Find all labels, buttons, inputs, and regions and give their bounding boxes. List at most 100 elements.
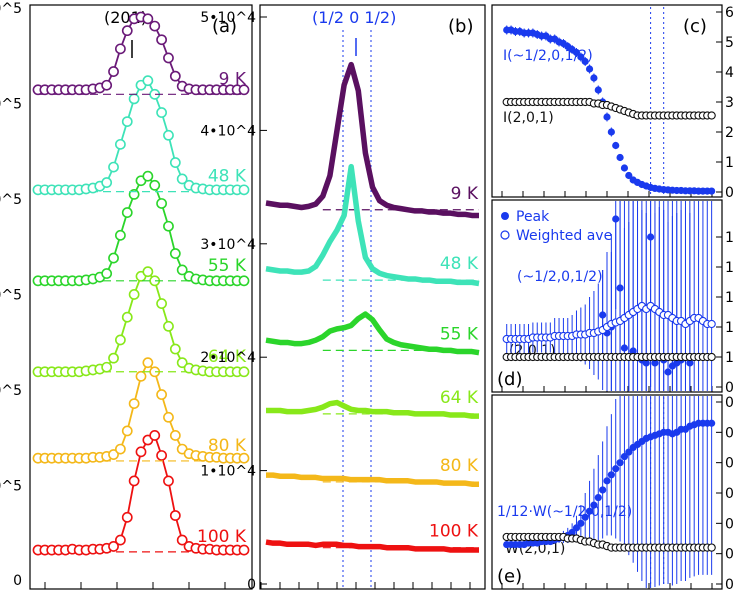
panel-a-series-80k: 80 K bbox=[32, 357, 250, 464]
panel-c-label: (c) bbox=[683, 16, 707, 37]
data-point bbox=[108, 66, 119, 77]
series bbox=[503, 396, 716, 588]
series-label: 80 K bbox=[208, 436, 247, 456]
series-label: 64 K bbox=[208, 347, 247, 367]
data-point bbox=[238, 452, 250, 464]
data-point bbox=[169, 510, 181, 521]
data-point bbox=[163, 320, 174, 332]
ytick-label: 0 bbox=[725, 577, 734, 593]
data-point bbox=[238, 184, 250, 196]
series-label: 100 K bbox=[197, 527, 247, 547]
panel-a-ytick-label: 1×10^5 bbox=[0, 288, 22, 304]
series bbox=[502, 532, 716, 552]
panel-a-series-55k: 55 K bbox=[32, 170, 250, 287]
series-label: 100 K bbox=[429, 522, 479, 542]
data-point bbox=[101, 268, 113, 279]
data-point bbox=[594, 493, 602, 502]
data-point bbox=[101, 361, 113, 373]
ytick-label: 1 bbox=[725, 260, 734, 276]
data-point bbox=[115, 229, 126, 241]
data-point bbox=[603, 113, 611, 121]
data-point bbox=[108, 252, 119, 264]
series-label: 48 K bbox=[208, 167, 247, 187]
data-point bbox=[156, 107, 167, 118]
panel-a-ytick-label: 0 bbox=[13, 573, 22, 589]
data-point bbox=[156, 198, 167, 209]
panel-b-ytick-label: 3•10^4 bbox=[200, 237, 256, 253]
ytick-label: 4 bbox=[725, 65, 734, 81]
panel-d-plot: 0 1 1 1 1 1 bbox=[501, 201, 734, 396]
ytick-label: 0 bbox=[725, 395, 734, 411]
panel-c-plot: 0 1 2 3 4 5 6 bbox=[501, 5, 734, 201]
data-point bbox=[156, 34, 167, 46]
data-point bbox=[169, 70, 181, 82]
data-point bbox=[142, 13, 154, 25]
panel-d: Peak Weighted ave (~1/2,0,1/2) (2,0,1) (… bbox=[491, 199, 734, 396]
data-point bbox=[607, 128, 615, 136]
data-point bbox=[128, 93, 140, 105]
data-point bbox=[121, 25, 133, 37]
panel-b-ytick-label: 1•10^4 bbox=[200, 464, 256, 480]
data-point bbox=[108, 541, 119, 552]
legend-wave-marker bbox=[500, 230, 510, 240]
data-point bbox=[169, 248, 181, 259]
legend-peak-label: Peak bbox=[516, 209, 550, 225]
data-point bbox=[612, 465, 620, 473]
series-line bbox=[265, 61, 479, 219]
data-point bbox=[149, 20, 161, 32]
data-point bbox=[128, 398, 140, 410]
data-point bbox=[115, 138, 126, 150]
series-label: 55 K bbox=[208, 256, 247, 276]
data-point bbox=[121, 207, 133, 218]
data-point bbox=[625, 171, 633, 180]
data-point bbox=[108, 449, 119, 460]
panel-b-ytick-label: 5•10^4 bbox=[200, 10, 256, 26]
data-point bbox=[708, 187, 716, 195]
panel-a-ytick-label: 1×10^5 bbox=[0, 192, 22, 208]
panel-a-series-48k: 48 K bbox=[32, 75, 250, 196]
data-point bbox=[121, 116, 133, 128]
data-point bbox=[590, 74, 598, 82]
data-point bbox=[128, 289, 140, 300]
panel-b-series: 9 K 48 K 55 K 64 K 80 K 100 K bbox=[265, 61, 480, 553]
data-point bbox=[176, 173, 188, 185]
panel-a-ytick-label: 1×10^5 bbox=[0, 479, 22, 495]
data-point bbox=[156, 298, 167, 309]
panel-b-frame bbox=[259, 4, 486, 590]
ytick-label: 1 bbox=[725, 320, 734, 336]
data-point bbox=[620, 164, 629, 172]
ytick-label: 1 bbox=[725, 290, 734, 306]
ytick-label: 0 bbox=[725, 185, 734, 201]
data-point bbox=[149, 430, 161, 441]
data-point bbox=[149, 179, 161, 191]
ytick-label: 2 bbox=[725, 125, 734, 141]
panel-b-ytick-label: 0 bbox=[247, 577, 256, 593]
data-point bbox=[163, 411, 174, 423]
data-point bbox=[163, 220, 174, 232]
data-point bbox=[599, 486, 607, 494]
data-point bbox=[101, 177, 113, 188]
panel-e-label-main: 1/12·W(~1/2,0,1/2) bbox=[497, 504, 632, 520]
data-point bbox=[115, 334, 126, 346]
data-point bbox=[163, 475, 174, 487]
data-point bbox=[572, 48, 581, 57]
data-point bbox=[577, 53, 585, 61]
data-point bbox=[577, 519, 585, 527]
data-point bbox=[135, 370, 147, 382]
data-point bbox=[616, 153, 624, 162]
panel-b-label: (b) bbox=[448, 16, 473, 37]
panel-a-series: 100 K 80 K 64 K 55 K 48 K 9 K bbox=[32, 11, 250, 556]
panel-a-yticks: 0 1×10^5 1×10^5 1×10^5 1×10^5 1×10^5 1×10^5 bbox=[0, 1, 22, 589]
data-point bbox=[581, 57, 589, 66]
series-label: 9 K bbox=[219, 69, 247, 89]
series-label: 55 K bbox=[440, 324, 479, 344]
data-point bbox=[176, 534, 188, 546]
panel-b-ytick-label: 4•10^4 bbox=[200, 123, 256, 139]
panel-a: (a) (201) 01×10^51×10^51×10^51×10^51×10^… bbox=[0, 1, 262, 590]
legend-wave-label: Weighted ave bbox=[516, 228, 612, 244]
series bbox=[503, 25, 716, 195]
data-point bbox=[156, 450, 167, 461]
data-point bbox=[707, 111, 716, 120]
